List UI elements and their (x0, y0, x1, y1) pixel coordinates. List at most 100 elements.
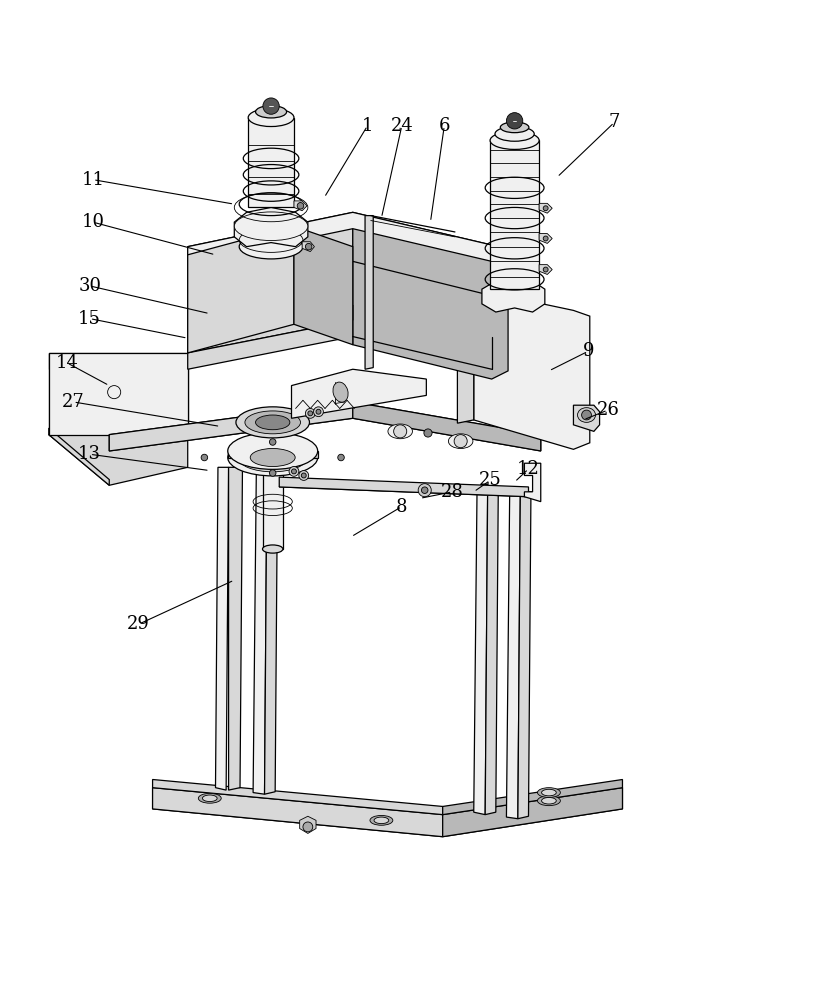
Circle shape (506, 113, 523, 129)
Polygon shape (538, 234, 551, 243)
Polygon shape (265, 467, 278, 794)
Polygon shape (188, 255, 352, 320)
Circle shape (307, 411, 312, 416)
Circle shape (305, 408, 314, 418)
Text: 9: 9 (581, 342, 593, 360)
Polygon shape (263, 458, 283, 549)
Polygon shape (538, 265, 551, 274)
Text: 24: 24 (390, 117, 413, 135)
Circle shape (542, 267, 547, 272)
Text: 8: 8 (396, 498, 407, 516)
Polygon shape (48, 428, 109, 485)
Ellipse shape (373, 817, 388, 824)
Polygon shape (48, 353, 188, 369)
Text: 10: 10 (81, 213, 104, 231)
Polygon shape (279, 477, 528, 497)
Ellipse shape (448, 434, 473, 449)
Polygon shape (364, 216, 373, 369)
Polygon shape (291, 369, 426, 418)
Circle shape (581, 410, 590, 420)
Circle shape (337, 454, 344, 461)
Ellipse shape (536, 788, 559, 797)
Polygon shape (473, 492, 487, 815)
Text: 13: 13 (78, 445, 101, 463)
Circle shape (298, 471, 308, 480)
Text: 14: 14 (55, 354, 78, 372)
Ellipse shape (577, 408, 595, 422)
Circle shape (313, 407, 323, 417)
Ellipse shape (198, 793, 221, 803)
Circle shape (301, 473, 305, 478)
Text: 15: 15 (78, 310, 101, 328)
Text: 28: 28 (441, 483, 464, 501)
Text: 30: 30 (78, 277, 101, 295)
Circle shape (418, 484, 431, 497)
Polygon shape (109, 402, 540, 451)
Polygon shape (152, 779, 442, 815)
Text: 26: 26 (595, 401, 618, 419)
Ellipse shape (248, 109, 293, 127)
Circle shape (423, 429, 432, 437)
Ellipse shape (256, 415, 289, 430)
Polygon shape (299, 816, 315, 833)
Polygon shape (228, 451, 317, 458)
Text: 7: 7 (608, 113, 619, 131)
Ellipse shape (228, 439, 317, 476)
Ellipse shape (256, 106, 287, 118)
Polygon shape (48, 435, 188, 485)
Polygon shape (442, 788, 622, 837)
Circle shape (542, 236, 547, 241)
Polygon shape (524, 463, 540, 502)
Polygon shape (188, 226, 293, 353)
Polygon shape (215, 467, 229, 790)
Ellipse shape (234, 212, 307, 241)
Circle shape (315, 409, 320, 414)
Text: 12: 12 (517, 460, 539, 478)
Polygon shape (152, 788, 622, 837)
Polygon shape (48, 353, 188, 435)
Circle shape (269, 470, 276, 476)
Circle shape (263, 98, 279, 114)
Polygon shape (538, 203, 551, 213)
Polygon shape (473, 296, 589, 449)
Polygon shape (352, 212, 491, 353)
Circle shape (393, 425, 406, 438)
Polygon shape (248, 118, 293, 207)
Circle shape (291, 469, 296, 474)
Polygon shape (188, 320, 352, 369)
Polygon shape (490, 140, 538, 289)
Circle shape (542, 206, 547, 211)
Polygon shape (152, 788, 442, 837)
Ellipse shape (333, 382, 348, 402)
Text: 25: 25 (478, 471, 501, 489)
Circle shape (269, 439, 276, 445)
Ellipse shape (250, 449, 295, 466)
Polygon shape (518, 492, 530, 819)
Ellipse shape (541, 789, 555, 796)
Text: 1: 1 (361, 117, 373, 135)
Polygon shape (234, 207, 307, 247)
Text: 27: 27 (62, 393, 84, 411)
Ellipse shape (239, 234, 302, 259)
Polygon shape (229, 467, 242, 790)
Text: 11: 11 (81, 171, 104, 189)
Ellipse shape (202, 795, 217, 802)
Circle shape (421, 487, 428, 493)
Polygon shape (222, 255, 291, 341)
Ellipse shape (536, 796, 559, 806)
Ellipse shape (490, 131, 538, 149)
Text: 6: 6 (438, 117, 450, 135)
Polygon shape (301, 242, 314, 252)
Polygon shape (482, 277, 544, 312)
Polygon shape (188, 212, 352, 353)
Polygon shape (506, 492, 520, 819)
Ellipse shape (495, 127, 533, 141)
Polygon shape (572, 405, 599, 431)
Circle shape (302, 822, 312, 832)
Ellipse shape (236, 407, 309, 438)
Ellipse shape (228, 433, 317, 469)
Text: 29: 29 (127, 615, 150, 633)
Polygon shape (293, 226, 352, 345)
Polygon shape (352, 261, 508, 379)
Circle shape (201, 454, 207, 461)
